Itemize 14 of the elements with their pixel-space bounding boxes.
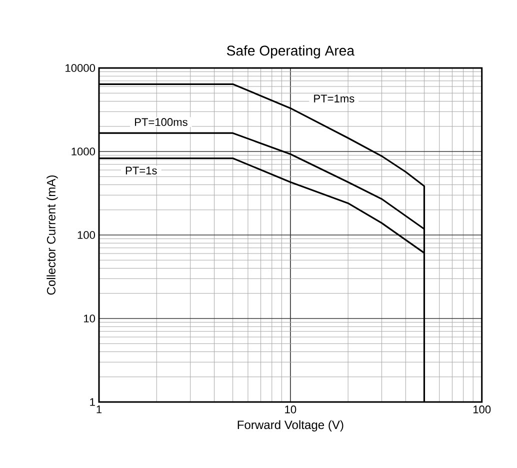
y-axis-title: Collector Current (mA) — [46, 176, 58, 295]
x-axis-title: Forward Voltage (V) — [238, 420, 344, 432]
y-tick-label: 100 — [78, 231, 96, 239]
series-label: PT=100ms — [135, 118, 188, 126]
y-tick-label: 1000 — [72, 148, 96, 156]
x-tick-label: 100 — [473, 406, 491, 414]
series-label: PT=1s — [126, 166, 157, 174]
y-tick-label: 10000 — [66, 64, 96, 72]
series-label: PT=1ms — [314, 94, 354, 102]
y-tick-label: 1 — [90, 398, 95, 406]
y-tick-label: 10 — [84, 314, 96, 322]
chart-title: Safe Operating Area — [226, 45, 354, 58]
x-tick-label: 1 — [96, 406, 102, 414]
x-tick-label: 10 — [285, 406, 296, 414]
